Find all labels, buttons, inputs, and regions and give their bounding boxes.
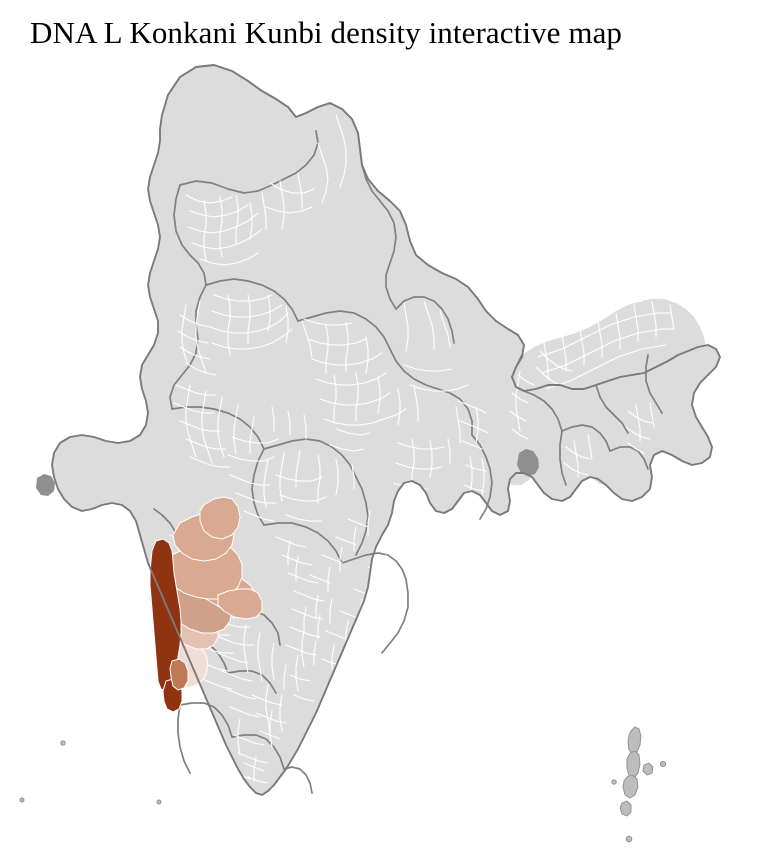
region-medium-upper-spur[interactable] <box>199 496 241 540</box>
lakshadweep-speck-1 <box>60 740 66 746</box>
barren-island <box>659 760 667 768</box>
northeast-base-shape <box>496 299 706 487</box>
region-high-transition-sliver[interactable] <box>169 658 189 691</box>
kutch-west-dark-patch <box>36 474 55 496</box>
lakshadweep-speck-3 <box>156 799 162 805</box>
region-medium-east-extension[interactable] <box>217 588 263 620</box>
choropleth-layer[interactable] <box>149 496 263 713</box>
little-andaman <box>619 800 632 817</box>
india-map-canvas[interactable] <box>0 55 765 851</box>
national-boundary <box>51 64 721 796</box>
andaman-east-islet <box>642 762 654 776</box>
andaman-islet-small <box>611 779 617 785</box>
special-dark-patches <box>36 449 539 496</box>
car-nicobar <box>625 835 633 843</box>
india-map-svg[interactable] <box>0 55 765 851</box>
page-title: DNA L Konkani Kunbi density interactive … <box>30 15 623 50</box>
south-andaman <box>622 774 639 799</box>
northeast-landmass <box>496 299 706 487</box>
north-andaman <box>627 726 642 755</box>
sundarbans-dark-patch <box>517 449 539 476</box>
lakshadweep-speck-2 <box>19 797 25 803</box>
andaman-nicobar-islands <box>611 726 667 843</box>
middle-andaman <box>626 750 641 779</box>
offshore-specks <box>19 740 162 805</box>
